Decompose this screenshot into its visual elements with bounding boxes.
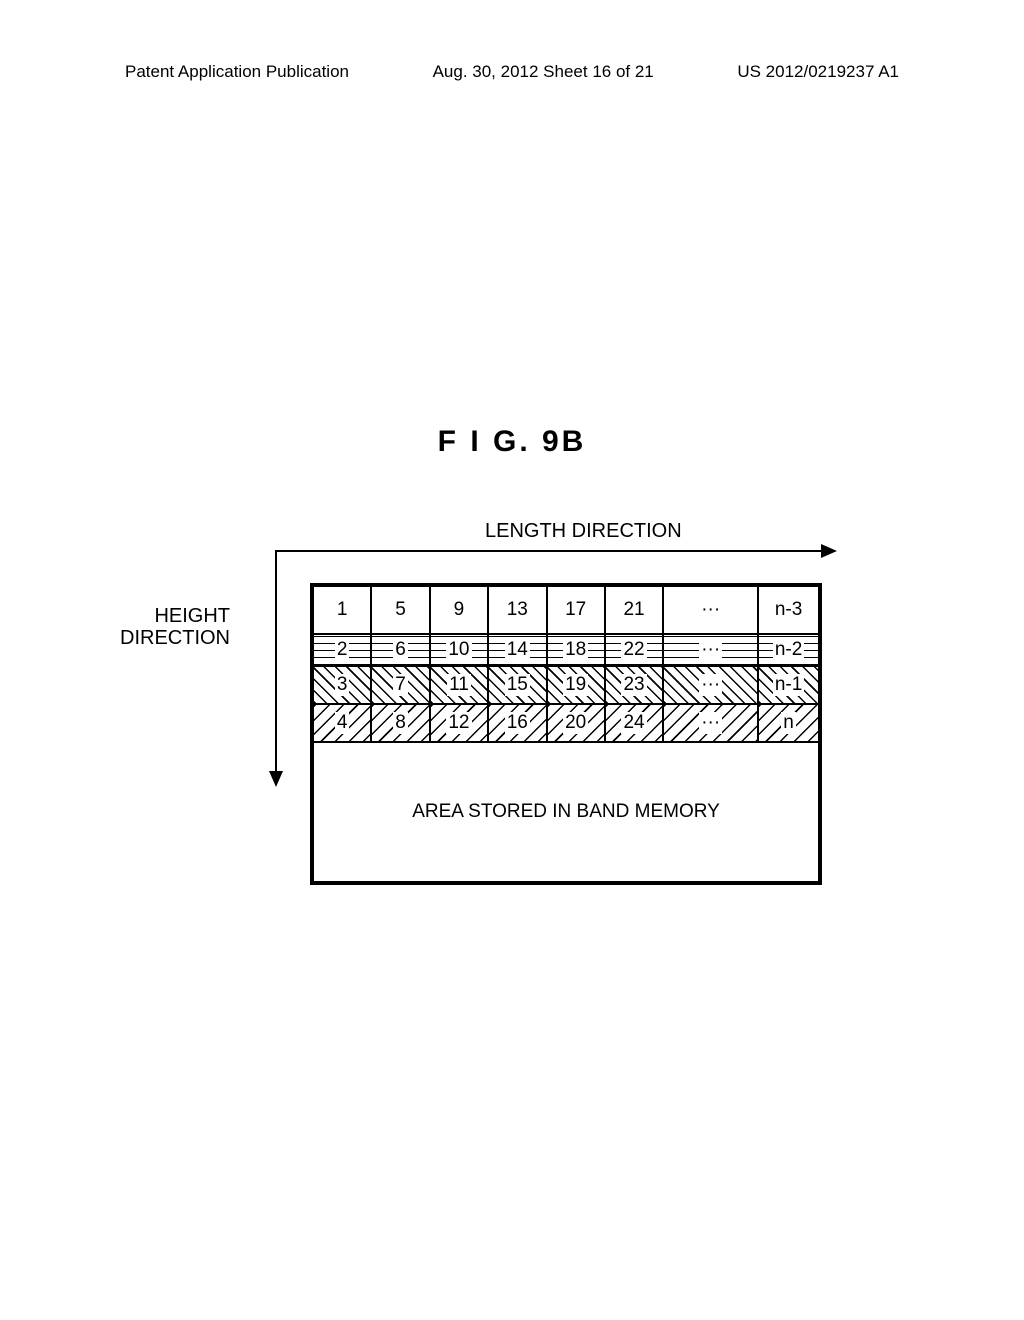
grid-cell: n [758, 704, 819, 742]
grid-cell: 4 [313, 704, 371, 742]
table-row: 2 6 10 14 18 22 ··· n-2 [313, 634, 819, 666]
grid-cell: 17 [547, 586, 605, 634]
grid-cell: 2 [313, 634, 371, 666]
grid-cell: 23 [605, 666, 663, 704]
grid-cell: 22 [605, 634, 663, 666]
grid-cell: n-3 [758, 586, 819, 634]
diagram-table: 1 5 9 13 17 21 ··· n-3 2 6 10 14 18 22 ·… [310, 583, 822, 885]
header-mid: Aug. 30, 2012 Sheet 16 of 21 [433, 62, 654, 82]
grid-cell-ellipsis: ··· [663, 634, 758, 666]
grid-cell: n-2 [758, 634, 819, 666]
grid-cell: 7 [371, 666, 429, 704]
grid-cell: 8 [371, 704, 429, 742]
header-right: US 2012/0219237 A1 [737, 62, 899, 82]
memory-grid: 1 5 9 13 17 21 ··· n-3 2 6 10 14 18 22 ·… [312, 585, 820, 883]
grid-cell: 1 [313, 586, 371, 634]
grid-cell: 9 [430, 586, 488, 634]
grid-cell: 10 [430, 634, 488, 666]
grid-cell-ellipsis: ··· [663, 704, 758, 742]
grid-cell: 16 [488, 704, 546, 742]
grid-cell: 21 [605, 586, 663, 634]
height-direction-label: HEIGHT DIRECTION [120, 605, 230, 649]
grid-cell: 5 [371, 586, 429, 634]
grid-cell: 20 [547, 704, 605, 742]
band-memory-label: AREA STORED IN BAND MEMORY [313, 742, 819, 882]
table-row: 3 7 11 15 19 23 ··· n-1 [313, 666, 819, 704]
grid-cell: 12 [430, 704, 488, 742]
height-arrow-icon [275, 550, 277, 785]
band-memory-row: AREA STORED IN BAND MEMORY [313, 742, 819, 882]
grid-cell-ellipsis: ··· [663, 666, 758, 704]
grid-cell: 18 [547, 634, 605, 666]
length-direction-label: LENGTH DIRECTION [485, 520, 682, 543]
figure-title: F I G. 9B [438, 425, 587, 459]
grid-cell: 11 [430, 666, 488, 704]
header-left: Patent Application Publication [125, 62, 349, 82]
page-header: Patent Application Publication Aug. 30, … [125, 62, 899, 82]
table-row: 4 8 12 16 20 24 ··· n [313, 704, 819, 742]
grid-cell: 19 [547, 666, 605, 704]
grid-cell: 15 [488, 666, 546, 704]
grid-cell: 14 [488, 634, 546, 666]
grid-cell: 3 [313, 666, 371, 704]
grid-cell: n-1 [758, 666, 819, 704]
table-row: 1 5 9 13 17 21 ··· n-3 [313, 586, 819, 634]
grid-cell-ellipsis: ··· [663, 586, 758, 634]
grid-cell: 6 [371, 634, 429, 666]
grid-cell: 24 [605, 704, 663, 742]
grid-cell: 13 [488, 586, 546, 634]
length-arrow-icon [275, 550, 835, 552]
